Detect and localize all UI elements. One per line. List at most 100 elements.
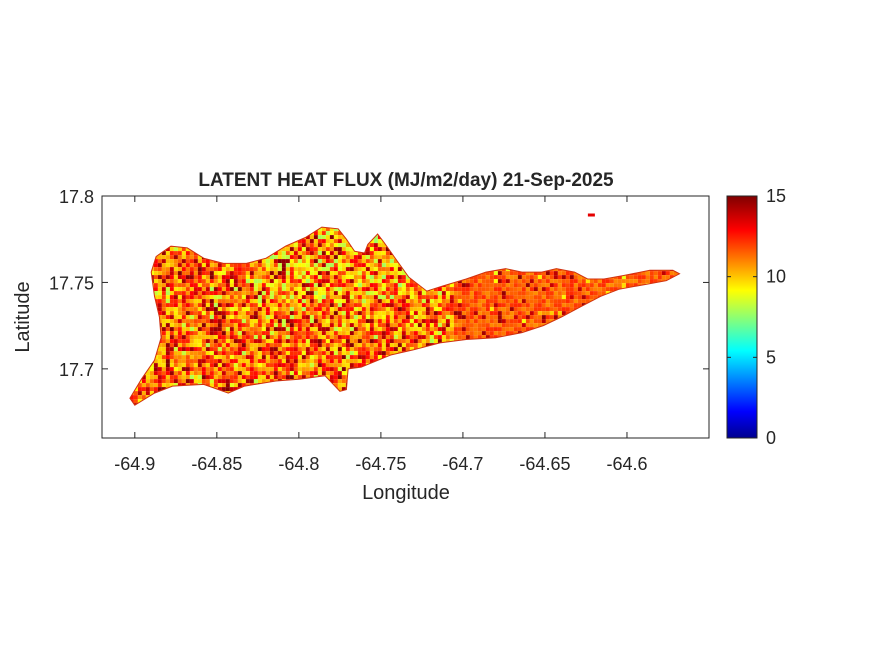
flux-cell	[213, 271, 218, 276]
flux-cell	[277, 331, 282, 336]
flux-cell	[249, 295, 254, 300]
flux-cell	[165, 363, 170, 368]
flux-cell	[365, 283, 370, 288]
flux-cell	[625, 283, 630, 288]
flux-cell	[373, 243, 378, 248]
flux-cell	[277, 363, 282, 368]
flux-cell	[389, 351, 394, 356]
flux-cell	[449, 335, 454, 340]
flux-cell	[345, 263, 350, 268]
flux-cell	[493, 327, 498, 332]
flux-cell	[221, 355, 226, 360]
flux-cell	[365, 343, 370, 348]
flux-cell	[441, 291, 446, 296]
flux-cell	[449, 295, 454, 300]
flux-cell	[317, 315, 322, 320]
flux-cell	[497, 275, 502, 280]
flux-cell	[397, 343, 402, 348]
flux-cell	[417, 331, 422, 336]
flux-cell	[561, 271, 566, 276]
flux-cell	[233, 323, 238, 328]
flux-cell	[273, 295, 278, 300]
flux-cell	[497, 331, 502, 336]
flux-cell	[421, 311, 426, 316]
flux-cell	[209, 343, 214, 348]
flux-cell	[309, 263, 314, 268]
flux-cell	[185, 247, 190, 252]
flux-cell	[593, 287, 598, 292]
flux-cell	[177, 319, 182, 324]
flux-cell	[373, 255, 378, 260]
flux-cell	[325, 335, 330, 340]
flux-cell	[381, 311, 386, 316]
flux-cell	[349, 279, 354, 284]
flux-cell	[329, 295, 334, 300]
flux-cell	[161, 263, 166, 268]
flux-cell	[381, 339, 386, 344]
flux-cell	[161, 251, 166, 256]
flux-cell	[293, 275, 298, 280]
flux-cell	[481, 331, 486, 336]
flux-cell	[153, 267, 158, 272]
flux-cell	[329, 227, 334, 232]
flux-cell	[645, 275, 650, 280]
flux-cell	[213, 327, 218, 332]
flux-cell	[285, 255, 290, 260]
flux-cell	[469, 295, 474, 300]
flux-cell	[465, 331, 470, 336]
flux-cell	[237, 351, 242, 356]
flux-cell	[485, 283, 490, 288]
flux-cell	[473, 335, 478, 340]
flux-cell	[405, 323, 410, 328]
flux-cell	[601, 287, 606, 292]
flux-cell	[193, 343, 198, 348]
flux-cell	[309, 319, 314, 324]
flux-cell	[457, 287, 462, 292]
flux-cell	[165, 307, 170, 312]
flux-cell	[297, 291, 302, 296]
flux-cell	[405, 283, 410, 288]
flux-cell	[441, 287, 446, 292]
flux-cell	[169, 327, 174, 332]
flux-cell	[533, 307, 538, 312]
flux-cell	[301, 323, 306, 328]
flux-cell	[417, 291, 422, 296]
flux-cell	[281, 311, 286, 316]
flux-cell	[261, 275, 266, 280]
flux-cell	[193, 359, 198, 364]
flux-cell	[329, 255, 334, 260]
flux-cell	[301, 251, 306, 256]
flux-cell	[193, 283, 198, 288]
flux-cell	[161, 339, 166, 344]
flux-cell	[273, 327, 278, 332]
flux-cell	[489, 287, 494, 292]
flux-cell	[157, 303, 162, 308]
flux-cell	[573, 291, 578, 296]
flux-cell	[341, 307, 346, 312]
flux-cell	[225, 355, 230, 360]
flux-cell	[537, 271, 542, 276]
flux-cell	[461, 291, 466, 296]
flux-cell	[481, 303, 486, 308]
flux-cell	[569, 307, 574, 312]
flux-cell	[305, 291, 310, 296]
flux-cell	[297, 315, 302, 320]
flux-cell	[361, 299, 366, 304]
flux-cell	[425, 299, 430, 304]
flux-cell	[473, 323, 478, 328]
flux-cell	[401, 291, 406, 296]
flux-cell	[393, 311, 398, 316]
flux-cell	[485, 299, 490, 304]
flux-cell	[209, 295, 214, 300]
flux-cell	[217, 283, 222, 288]
flux-cell	[317, 243, 322, 248]
flux-cell	[185, 275, 190, 280]
flux-cell	[353, 359, 358, 364]
flux-cell	[461, 299, 466, 304]
flux-cell	[257, 287, 262, 292]
flux-cell	[361, 331, 366, 336]
flux-cell	[541, 295, 546, 300]
flux-cell	[357, 363, 362, 368]
flux-cell	[441, 303, 446, 308]
flux-cell	[289, 331, 294, 336]
